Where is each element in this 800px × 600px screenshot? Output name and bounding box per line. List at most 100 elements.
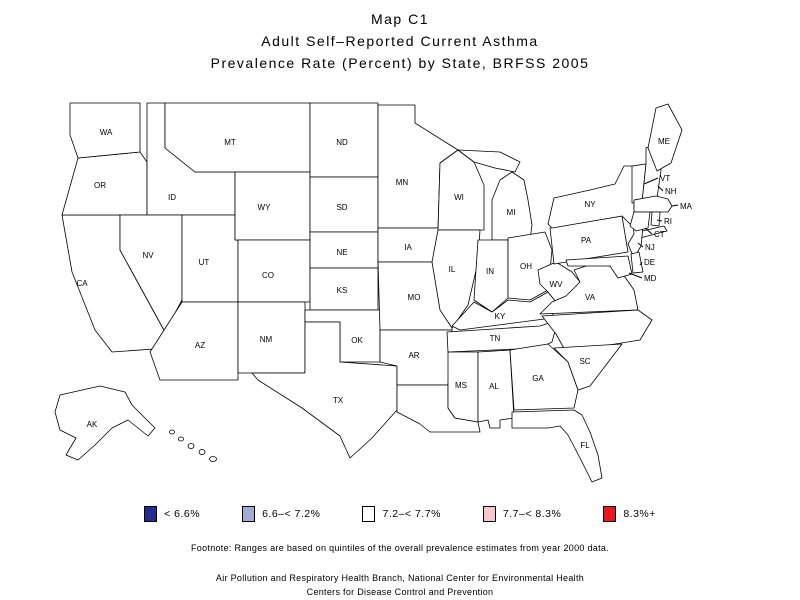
label-AK: AK: [87, 420, 98, 429]
state-MD: [565, 255, 633, 279]
label-ID: ID: [168, 193, 176, 202]
label-ND: ND: [336, 138, 348, 147]
label-GA: GA: [532, 374, 544, 383]
title-line-2: Adult Self–Reported Current Asthma: [261, 33, 539, 49]
state-TX: [251, 321, 398, 459]
state-CT: [629, 211, 651, 232]
label-WV: WV: [550, 280, 564, 289]
legend-item-q4: 7.7–< 8.3%: [482, 506, 562, 522]
leader-line-NJ: [637, 242, 644, 248]
legend-swatch-q1: [144, 506, 158, 522]
label-LA: LA: [412, 399, 422, 408]
label-TN: TN: [490, 334, 501, 343]
state-SC: [553, 343, 623, 391]
label-OH: OH: [520, 262, 532, 271]
leader-line-DE: [639, 261, 643, 266]
label-CA: CA: [76, 279, 88, 288]
callout-leader-lines: [628, 177, 679, 279]
label-SC: SC: [579, 357, 590, 366]
label-MA: MA: [680, 202, 693, 211]
label-WA: WA: [100, 128, 113, 137]
map-title: Map C1 Adult Self–Reported Current Asthm…: [0, 8, 800, 74]
label-NY: NY: [584, 200, 596, 209]
legend-label-q5: 8.3%+: [623, 508, 656, 520]
legend-label-q4: 7.7–< 8.3%: [502, 508, 562, 520]
leader-line-RI: [656, 219, 663, 222]
label-ME: ME: [658, 137, 670, 146]
state-HI-island-1: [169, 429, 175, 435]
credit-line-2: Centers for Disease Control and Preventi…: [306, 587, 494, 597]
label-NJ: NJ: [645, 243, 655, 252]
label-VA: VA: [585, 293, 596, 302]
label-NC: NC: [582, 324, 594, 333]
state-labels: WA OR CA NV ID MT WY UT CO AZ NM ND SD N…: [76, 128, 692, 450]
state-HI-island-5: [209, 456, 217, 462]
state-AZ: [149, 301, 239, 381]
legend-swatch-q5: [603, 506, 617, 522]
state-IN: [473, 239, 509, 313]
legend: < 6.6% 6.6–< 7.2% 7.2–< 7.7% 7.7–< 8.3% …: [0, 506, 800, 522]
label-KS: KS: [337, 286, 348, 295]
leader-line-MA: [671, 204, 679, 207]
label-AL: AL: [489, 382, 499, 391]
label-MD: MD: [644, 274, 657, 283]
state-DE: [630, 251, 644, 274]
state-HI-island-2: [178, 436, 184, 442]
legend-label-q3: 7.2–< 7.7%: [382, 508, 441, 520]
state-RI: [650, 211, 661, 227]
label-FL: FL: [580, 441, 590, 450]
label-OK: OK: [351, 336, 363, 345]
label-NE: NE: [336, 248, 347, 257]
state-CO: [237, 239, 311, 303]
state-NC: [541, 309, 653, 353]
state-NY: [547, 165, 643, 229]
state-MS: [447, 351, 479, 423]
label-MS: MS: [455, 381, 467, 390]
title-line-3: Prevalence Rate (Percent) by State, BRFS…: [210, 55, 590, 71]
legend-item-q2: 6.6–< 7.2%: [242, 506, 320, 522]
legend-label-q1: < 6.6%: [164, 508, 201, 520]
legend-item-q5: 8.3%+: [603, 506, 656, 522]
label-CT: CT: [654, 230, 665, 239]
leader-line-MD: [628, 272, 643, 279]
label-MI: MI: [507, 208, 516, 217]
label-TX: TX: [333, 396, 344, 405]
state-KY: [451, 291, 557, 331]
legend-item-q3: 7.2–< 7.7%: [362, 506, 440, 522]
leader-line-NH: [657, 185, 664, 192]
label-MO: MO: [408, 293, 421, 302]
label-NM: NM: [260, 335, 273, 344]
label-CO: CO: [262, 271, 274, 280]
label-PA: PA: [581, 236, 592, 245]
label-VT: VT: [660, 174, 670, 183]
label-SD: SD: [336, 203, 347, 212]
state-IL: [431, 229, 481, 329]
state-AK: [54, 385, 156, 461]
label-DE: DE: [644, 258, 655, 267]
footnote: Footnote: Ranges are based on quintiles …: [190, 543, 610, 553]
legend-swatch-q2: [242, 506, 256, 522]
label-MN: MN: [396, 178, 409, 187]
leader-line-VT: [643, 177, 659, 185]
label-IA: IA: [404, 243, 412, 252]
title-line-1: Map C1: [370, 11, 430, 27]
state-HI-island-4: [198, 449, 206, 455]
state-MI-upper: [457, 149, 521, 173]
label-WI: WI: [454, 193, 464, 202]
label-WY: WY: [258, 203, 272, 212]
label-NH: NH: [665, 187, 677, 196]
label-IL: IL: [449, 265, 456, 274]
credits-block: Air Pollution and Respiratory Health Bra…: [0, 571, 800, 599]
label-RI: RI: [664, 217, 672, 226]
label-NV: NV: [142, 251, 154, 260]
legend-item-q1: < 6.6%: [144, 506, 200, 522]
state-UT: [181, 214, 239, 303]
state-FL: [511, 409, 603, 483]
label-AZ: AZ: [195, 341, 205, 350]
label-UT: UT: [199, 258, 210, 267]
label-MT: MT: [224, 138, 236, 147]
label-IN: IN: [486, 267, 494, 276]
label-KY: KY: [495, 312, 506, 321]
state-HI-island-3: [187, 443, 195, 449]
